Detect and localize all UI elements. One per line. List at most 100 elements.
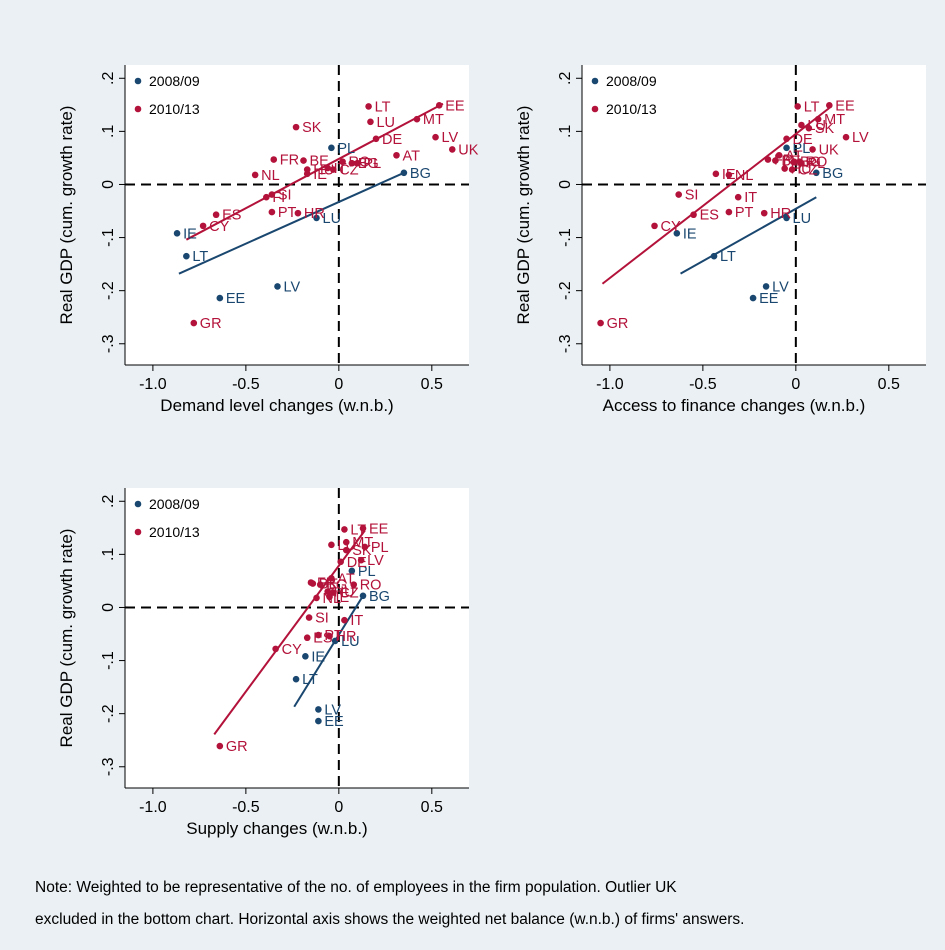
point-label-2010-lt: LT [350,522,366,538]
point-2010-be [772,157,779,164]
point-label-2008-bg: BG [369,589,390,605]
point-2010-it [734,193,742,201]
point-label-2010-de: DE [347,555,367,571]
point-label-2008-ee: EE [324,714,344,730]
point-label-2008-ie: IE [683,226,697,242]
point-2010-cy [272,645,279,653]
chart-svg: -.3 -.2 -.1 0 .1 .2 -1.0 -0.5 0 0.5 Access to fina… [514,65,926,415]
point-label-2010-fr: FR [774,153,793,169]
point-2010-lv [842,133,850,141]
point-2008-pl [783,144,790,152]
y-tick-label: 0 [100,180,117,189]
point-2010-nl [251,171,259,179]
point-label-2010-cz: CZ [339,163,358,179]
y-tick-label: -.3 [557,334,574,353]
point-2010-pt [725,208,733,216]
point-2010-at [393,151,400,159]
point-2010-mt [413,115,421,123]
point-2010-sk [292,123,300,131]
point-2010-lu [328,541,335,549]
y-tick-label: 0 [100,603,117,612]
point-label-2010-at: AT [402,148,420,164]
point-2010-lv [432,133,439,141]
point-2010-fi [263,193,270,201]
point-label-2010-cy: CY [661,219,681,235]
point-2010-lt [794,103,801,110]
point-2008-pl [348,567,356,575]
legend-marker-2008 [134,500,142,508]
point-label-2010-cz: CZ [798,163,817,179]
point-label-2010-pt: PT [324,628,343,644]
legend-label-2010: 2010/13 [606,101,657,117]
y-tick-label: .1 [557,125,574,138]
legend-label-2008: 2008/09 [149,496,200,512]
point-label-2010-pt: PT [278,205,297,221]
point-label-2008-lu: LU [323,211,342,227]
x-tick-label: -1.0 [139,376,167,393]
point-2008-bg [812,169,820,177]
y-tick-label: .1 [100,548,117,561]
point-2010-be [300,157,307,164]
point-label-2010-si: SI [685,188,699,204]
point-2010-de [372,135,380,143]
point-label-2008-ee: EE [226,291,246,307]
point-label-2008-lt: LT [302,672,318,688]
point-2010-si [305,614,313,621]
fit-line-2008 [293,595,364,708]
fit-line-2008 [680,196,817,275]
x-tick-label: -0.5 [232,799,260,816]
point-label-2010-de: DE [382,132,402,148]
point-label-2010-hr: HR [304,206,325,222]
point-label-2010-at: AT [337,571,355,587]
x-tick-label: 0 [334,799,343,816]
point-2010-sk [342,546,350,554]
point-2010-be [309,580,317,587]
point-2008-pl [328,144,335,152]
point-label-2010-be: BE [310,154,330,170]
point-2010-es [303,634,311,642]
point-label-2010-it: IT [744,190,757,206]
point-label-2010-lt: LT [804,99,820,115]
point-label-2010-es: ES [222,208,241,224]
point-label-2010-cy: CY [282,642,302,658]
point-2010-ee [826,102,833,109]
x-axis-title: Demand level changes (w.n.b.) [160,396,393,415]
x-tick-label: -1.0 [139,799,167,816]
point-2010-cy [199,222,207,230]
point-2008-ie [302,653,309,660]
y-tick-label: -.1 [100,228,117,247]
point-2010-de [337,558,344,566]
y-axis-title: Real GDP (cum. growth rate) [57,529,76,748]
point-label-2008-lv: LV [324,702,341,718]
legend-marker-2010 [591,105,599,113]
x-tick-label: 0 [791,376,800,393]
point-label-2010-de: DE [793,132,813,148]
x-tick-label: 0.5 [421,376,443,393]
point-label-2010-it: IT [334,161,347,177]
point-label-2010-lu: LU [807,118,826,134]
point-label-2010-sk: SK [815,121,835,137]
x-axis-title: Supply changes (w.n.b.) [186,819,367,838]
point-2010-si [268,191,276,198]
point-label-2010-lu: LU [376,115,395,131]
point-2008-lv [762,283,770,290]
point-label-2010-pl: PL [807,156,825,172]
point-2010-gr [190,319,198,327]
y-tick-label: -.3 [100,334,117,353]
legend-marker-2010 [134,105,142,113]
point-label-2010-si: SI [278,188,292,204]
x-tick-label: -1.0 [596,376,624,393]
point-label-2010-ro: RO [806,155,828,171]
point-label-2010-lv: LV [852,130,869,146]
point-label-2008-lt: LT [192,249,208,265]
point-label-2010-bg: BG [800,155,821,171]
point-2010-lu [798,121,805,129]
y-tick-label: -.1 [100,651,117,670]
legend-label-2008: 2008/09 [149,73,200,89]
point-label-2010-hu: HU [313,163,334,179]
point-label-2010-pt: PT [735,205,754,221]
plot-area [125,488,469,788]
point-2010-ro [796,158,803,165]
point-2008-lu [331,637,339,645]
y-tick-label: -.3 [100,757,117,776]
